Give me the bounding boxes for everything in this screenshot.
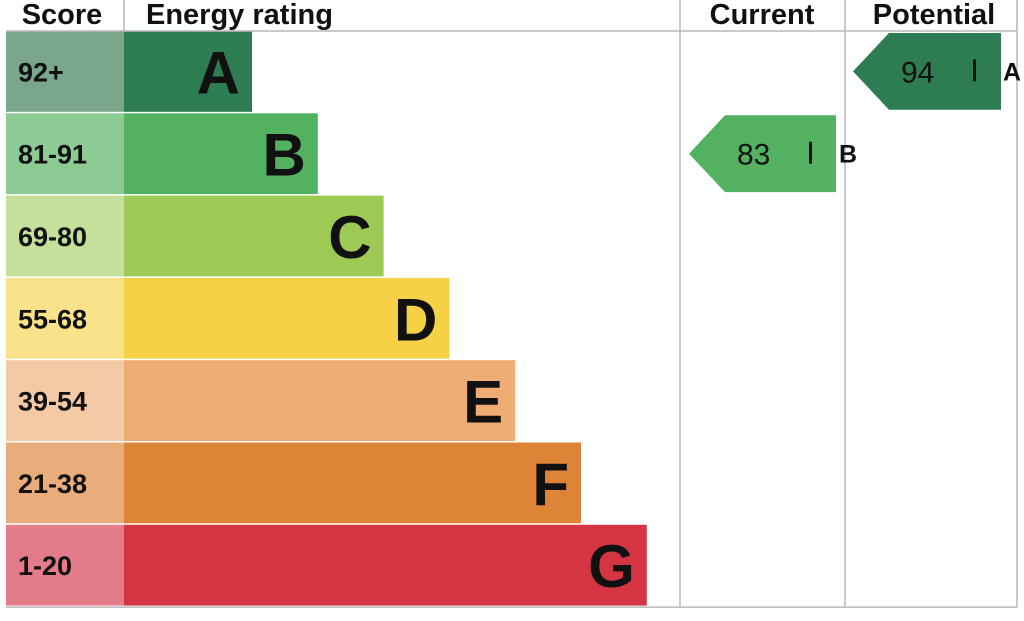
- score-cell-c: [6, 195, 124, 277]
- score-range-c: 69-80: [18, 222, 87, 252]
- score-range-g: 1-20: [18, 551, 72, 581]
- rating-bar-e: [124, 360, 516, 441]
- header-score: Score: [22, 0, 103, 31]
- potential-separator: [973, 59, 976, 82]
- rating-bar-b: [124, 113, 318, 195]
- score-range-f: 21-38: [18, 469, 87, 499]
- score-cell-a: [6, 31, 124, 112]
- score-cell-e: [6, 360, 124, 441]
- band-letter-e: E: [463, 369, 503, 436]
- score-range-e: 39-54: [18, 387, 87, 417]
- rating-bands: 92+ A 81-91 B 69-80 C 55-68 D 39-54 E 21-38 F 1-20 G: [6, 31, 647, 606]
- band-letter-a: A: [197, 39, 240, 106]
- header-potential: Potential: [873, 0, 995, 31]
- grid-lines: [6, 0, 1018, 608]
- score-cell-d: [6, 277, 124, 359]
- rating-bar-d: [124, 277, 450, 359]
- current-score-value: 83: [737, 139, 770, 172]
- header-current: Current: [710, 0, 815, 31]
- score-range-b: 81-91: [18, 140, 87, 170]
- rating-bar-c: [124, 195, 384, 277]
- score-cell-g: [6, 524, 124, 606]
- score-range-d: 55-68: [18, 304, 87, 334]
- band-letter-f: F: [532, 451, 569, 518]
- band-letter-d: D: [394, 286, 437, 353]
- score-cell-f: [6, 442, 124, 524]
- band-letter-g: G: [588, 533, 635, 600]
- potential-score-value: 94: [901, 56, 934, 89]
- band-letter-b: B: [262, 122, 305, 189]
- rating-bar-f: [124, 442, 581, 524]
- current-rating-arrow: [689, 115, 836, 193]
- score-range-a: 92+: [18, 57, 64, 87]
- potential-band-letter: A: [1003, 58, 1021, 86]
- rating-bar-g: [124, 524, 647, 606]
- rating-arrows: 83 B 94 A: [689, 33, 1021, 193]
- header-energy-rating: Energy rating: [146, 0, 333, 31]
- score-cell-b: [6, 113, 124, 195]
- rating-bar-a: [124, 31, 252, 112]
- potential-rating-arrow: [853, 33, 1001, 110]
- current-separator: [809, 141, 812, 164]
- header-row: Score Energy rating Current Potential: [22, 0, 996, 31]
- band-letter-c: C: [328, 204, 371, 271]
- current-band-letter: B: [839, 141, 857, 169]
